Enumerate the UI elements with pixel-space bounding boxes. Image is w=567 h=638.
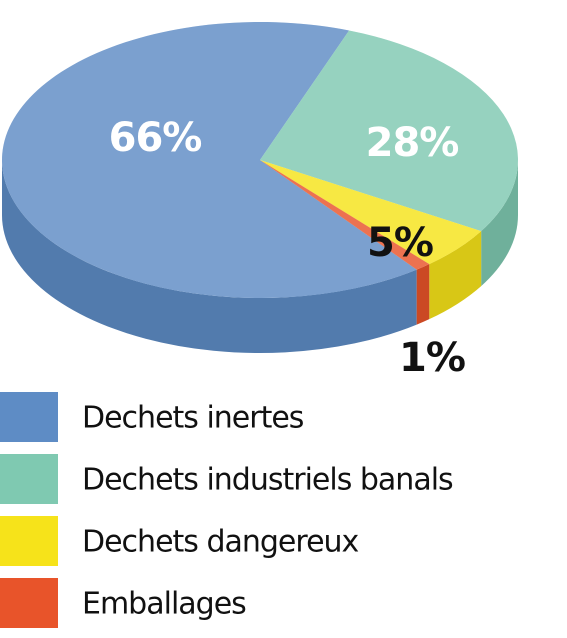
- pie-side: [481, 160, 518, 287]
- pie-side: [429, 231, 482, 320]
- pie-slice-light: [260, 30, 518, 232]
- pie-slice: [260, 160, 482, 265]
- pie-slice-light: [260, 160, 482, 265]
- pie-side-shade: [429, 231, 482, 320]
- legend-label: Dechets industriels banals: [82, 463, 453, 498]
- legend-swatch: [0, 392, 58, 442]
- pie-side-shade: [481, 160, 518, 287]
- pie-side: [2, 160, 417, 353]
- value-label: 66%: [109, 115, 202, 161]
- pie-slice: [260, 30, 518, 232]
- legend-swatch: [0, 516, 58, 566]
- pie-side-shade: [2, 160, 417, 353]
- value-label: 5%: [367, 220, 433, 266]
- legend-label: Dechets inertes: [82, 401, 304, 436]
- pie-slice: [260, 160, 430, 270]
- value-label: 28%: [366, 120, 459, 166]
- legend-label: Emballages: [82, 587, 246, 622]
- legend-label: Dechets dangereux: [82, 525, 359, 560]
- pie-side: [416, 264, 430, 325]
- value-label: 1%: [399, 335, 465, 381]
- pie-slice-light: [1, 21, 417, 298]
- pie-slice: [1, 21, 417, 298]
- legend-swatch: [0, 454, 58, 504]
- pie-slice-light: [260, 160, 430, 270]
- pie-side-shade: [416, 264, 430, 325]
- legend-swatch: [0, 578, 58, 628]
